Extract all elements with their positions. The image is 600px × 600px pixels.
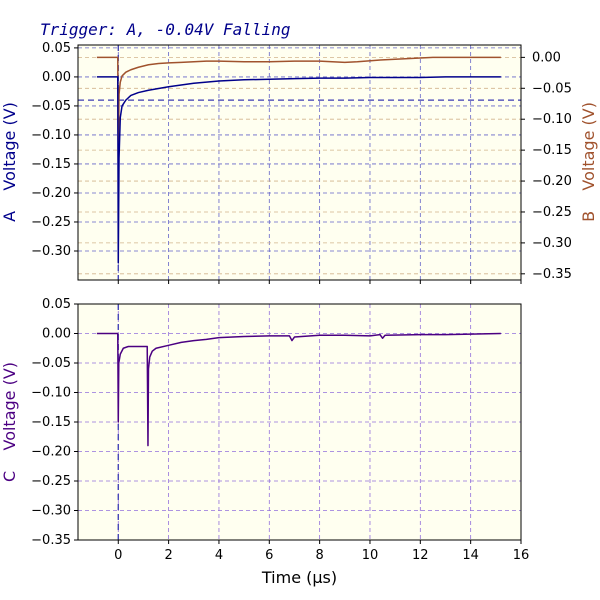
top-y-tick-label: 0.05 xyxy=(42,41,71,56)
bottom-y-tick-label: −0.05 xyxy=(31,356,71,371)
top-y-axis-label-text: Voltage (V) xyxy=(0,102,19,191)
top-y-tick-label: −0.05 xyxy=(31,99,71,114)
top-y2-tick-label: −0.05 xyxy=(532,81,572,96)
top-y2-axis-label: B Voltage (V) xyxy=(579,102,598,222)
bottom-y-tick-label: −0.25 xyxy=(31,474,71,489)
bottom-y-tick-label: −0.30 xyxy=(31,504,71,519)
top-y2-axis-label-channel: B xyxy=(579,211,598,222)
bottom-x-tick-label: 6 xyxy=(265,548,273,563)
top-panel-background xyxy=(78,45,521,280)
top-y-tick-label: −0.15 xyxy=(31,157,71,172)
bottom-y-tick-label: 0.00 xyxy=(42,327,71,342)
bottom-x-tick-label: 8 xyxy=(315,548,323,563)
top-y2-tick-label: −0.20 xyxy=(532,174,572,189)
bottom-y-tick-label: −0.10 xyxy=(31,386,71,401)
top-y2-tick-label: 0.00 xyxy=(532,50,561,65)
top-y-tick-label: −0.10 xyxy=(31,128,71,143)
bottom-y-axis-label-channel: C xyxy=(0,471,19,482)
bottom-y-tick-label: −0.20 xyxy=(31,445,71,460)
bottom-y-axis-label: C Voltage (V) xyxy=(0,362,19,482)
bottom-x-tick-label: 2 xyxy=(164,548,172,563)
bottom-x-tick-label: 16 xyxy=(513,548,530,563)
top-y-axis-label: A Voltage (V) xyxy=(0,102,19,222)
bottom-x-tick-label: 12 xyxy=(412,548,429,563)
top-y-axis-label-channel: A xyxy=(0,211,19,222)
bottom-x-tick-label: 14 xyxy=(462,548,479,563)
top-y-tick-label: 0.00 xyxy=(42,70,71,85)
top-y2-axis-label-text: Voltage (V) xyxy=(579,102,598,191)
top-y2-tick-label: −0.30 xyxy=(532,236,572,251)
x-axis-label: Time (µs) xyxy=(261,568,337,587)
top-y2-tick-label: −0.15 xyxy=(532,143,572,158)
bottom-y-tick-label: −0.35 xyxy=(31,533,71,548)
bottom-x-tick-label: 0 xyxy=(114,548,122,563)
bottom-x-tick-label: 4 xyxy=(215,548,223,563)
top-y-tick-label: −0.25 xyxy=(31,215,71,230)
top-y2-tick-label: −0.35 xyxy=(532,267,572,282)
top-y-tick-label: −0.30 xyxy=(31,244,71,259)
bottom-x-tick-label: 10 xyxy=(362,548,379,563)
top-y-tick-label: −0.20 xyxy=(31,186,71,201)
bottom-y-tick-label: 0.05 xyxy=(42,297,71,312)
bottom-y-axis-label-text: Voltage (V) xyxy=(0,362,19,451)
top-y2-tick-label: −0.10 xyxy=(532,112,572,127)
bottom-y-tick-label: −0.15 xyxy=(31,415,71,430)
top-y2-tick-label: −0.25 xyxy=(532,205,572,220)
